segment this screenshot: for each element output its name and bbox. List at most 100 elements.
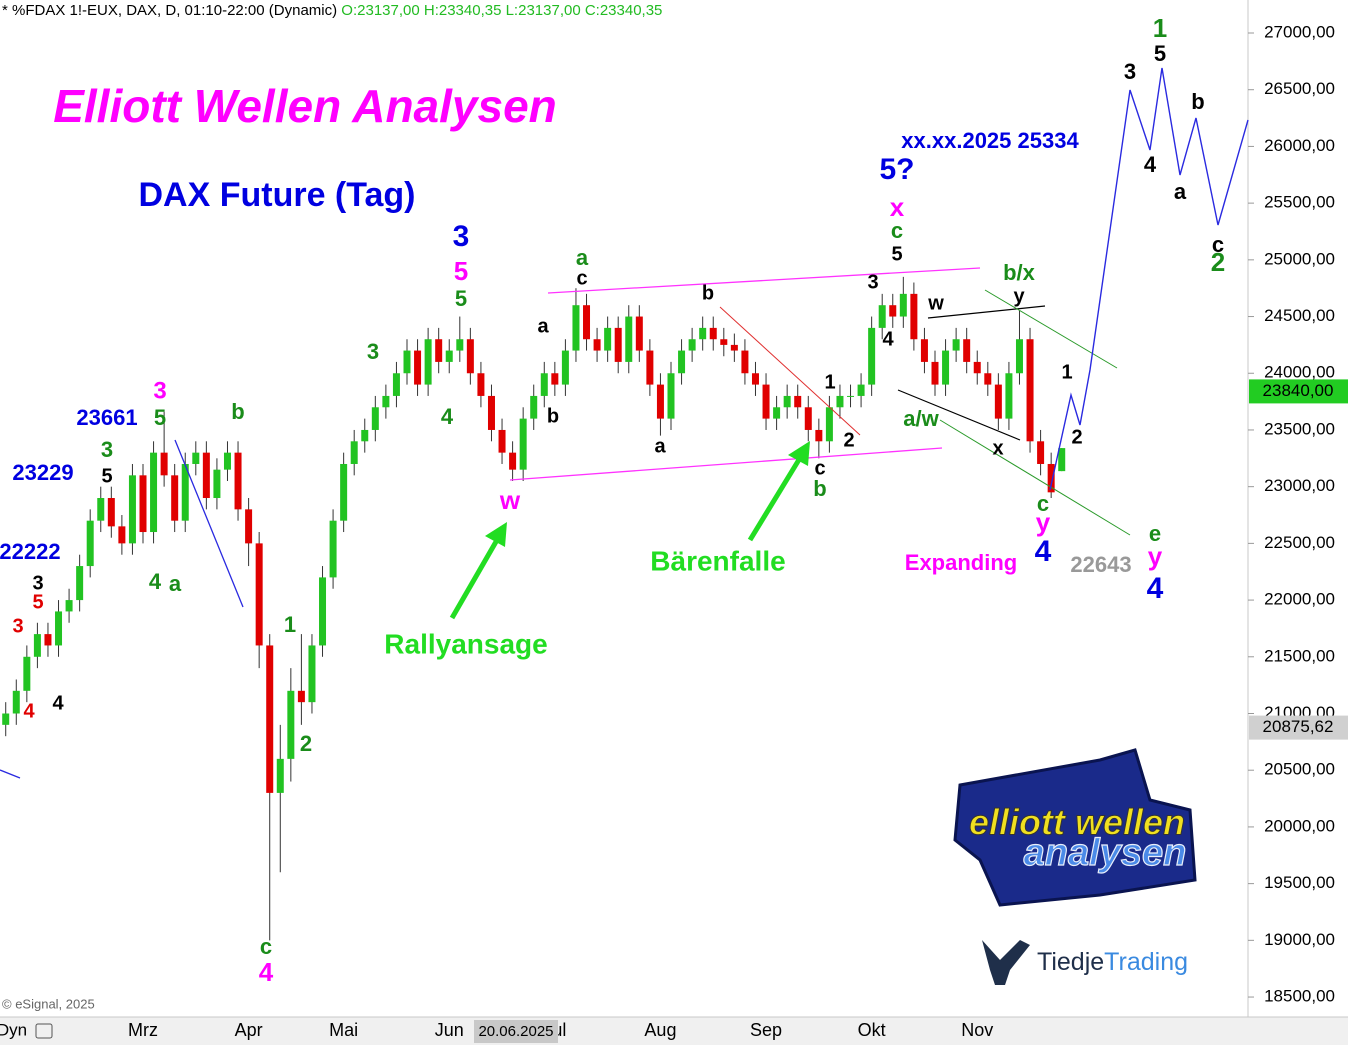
cursor-date-box bbox=[474, 1020, 558, 1043]
candle-body bbox=[720, 339, 728, 345]
wave-label: 3 bbox=[32, 572, 43, 594]
candle-body bbox=[509, 452, 517, 470]
wave-label: x bbox=[992, 437, 1003, 459]
wave-label: 2 bbox=[843, 429, 854, 451]
x-tick-label: Mai bbox=[329, 1020, 358, 1040]
wave-label: w bbox=[499, 485, 521, 515]
candle-body bbox=[847, 395, 855, 397]
candle-body bbox=[963, 339, 971, 362]
wave-label: c bbox=[260, 934, 272, 959]
wave-label: 5 bbox=[154, 405, 166, 430]
candles bbox=[2, 276, 1066, 941]
candle-body bbox=[751, 373, 759, 385]
wave-label: 2 bbox=[1071, 426, 1082, 448]
candle-body bbox=[635, 316, 643, 351]
candle-body bbox=[583, 305, 591, 340]
candle-body bbox=[86, 520, 94, 567]
wave-label: 4 bbox=[1035, 535, 1052, 568]
candle-body bbox=[424, 339, 432, 385]
wave-label: 22222 bbox=[0, 539, 61, 564]
candle-body bbox=[403, 350, 411, 374]
x-tick-label: Jun bbox=[435, 1020, 464, 1040]
candle-body bbox=[2, 713, 10, 725]
candle-body bbox=[76, 566, 84, 601]
candle-body bbox=[836, 395, 844, 408]
candle-body bbox=[1015, 339, 1023, 374]
wave-label: 3 bbox=[453, 220, 470, 253]
brand-part: Tiedje bbox=[1037, 948, 1104, 976]
candle-body bbox=[392, 373, 400, 396]
wave-label: 5 bbox=[32, 591, 43, 613]
price-marker-box bbox=[1249, 379, 1348, 404]
wave-label: b bbox=[702, 282, 714, 304]
candle-body bbox=[23, 656, 31, 691]
trendline bbox=[897, 389, 1021, 441]
brand-part: Trading bbox=[1104, 948, 1188, 976]
wave-label: 1 bbox=[1061, 361, 1072, 383]
candle-body bbox=[487, 395, 495, 430]
wave-label: 4 bbox=[52, 692, 64, 714]
y-tick-label: 22000,00 bbox=[1264, 590, 1335, 609]
candle-body bbox=[234, 452, 242, 510]
y-tick-label: 19500,00 bbox=[1264, 873, 1335, 892]
candle-body bbox=[730, 344, 738, 351]
brand-icon bbox=[982, 940, 1030, 985]
copyright: © eSignal, 2025 bbox=[2, 996, 95, 1011]
wave-label: 22643 bbox=[1070, 552, 1131, 577]
wave-label: 4 bbox=[23, 700, 35, 722]
brand: TiedjeTrading bbox=[1037, 948, 1188, 976]
candle-body bbox=[12, 690, 20, 714]
wave-label: 3 bbox=[1124, 59, 1136, 84]
wave-label: x bbox=[890, 192, 905, 222]
candle-body bbox=[44, 634, 52, 646]
candle-body bbox=[688, 339, 696, 351]
wave-label: 3 bbox=[153, 377, 166, 404]
wave-label: a/w bbox=[903, 406, 939, 431]
candle-body bbox=[223, 452, 231, 470]
axes: 18500,00 19000,00 19500,00 20000,00 20500,00… bbox=[128, 22, 1348, 1040]
candle-body bbox=[551, 373, 559, 385]
candle-body bbox=[604, 327, 612, 351]
header: * %FDAX 1!-EUX, DAX, D, 01:10-22:00 (Dyn… bbox=[2, 2, 662, 19]
logo-flag bbox=[953, 748, 1197, 907]
candle-body bbox=[561, 350, 569, 385]
candle-body bbox=[783, 395, 791, 408]
wave-label: c bbox=[576, 267, 587, 289]
trendline bbox=[984, 289, 1118, 369]
y-tick-label: 27000,00 bbox=[1264, 22, 1335, 41]
x-tick-label: Apr bbox=[235, 1020, 263, 1040]
candle-body bbox=[994, 384, 1002, 419]
candle-body bbox=[899, 293, 907, 317]
candle-body bbox=[825, 407, 833, 442]
candle-body bbox=[1005, 373, 1013, 419]
candle-body bbox=[297, 690, 305, 703]
candle-body bbox=[952, 339, 960, 351]
candle-body bbox=[139, 475, 147, 533]
y-tick-label: 24000,00 bbox=[1264, 363, 1335, 382]
arrows bbox=[449, 441, 810, 620]
wave-label: a bbox=[576, 245, 589, 270]
price-marker-box bbox=[1249, 715, 1348, 740]
wave-label: 5 bbox=[454, 256, 468, 286]
candle-body bbox=[1037, 441, 1045, 464]
candle-body bbox=[741, 350, 749, 374]
candle-body bbox=[308, 645, 316, 703]
candle-body bbox=[382, 395, 390, 408]
candle-body bbox=[181, 463, 189, 521]
x-tick-label: Mrz bbox=[128, 1020, 158, 1040]
candle-body bbox=[319, 577, 327, 646]
x-tick-label: Nov bbox=[961, 1020, 993, 1040]
candle-body bbox=[1026, 339, 1034, 442]
candle-body bbox=[445, 350, 453, 362]
wave-label: e bbox=[1149, 521, 1161, 546]
wave-label: Rallyansage bbox=[384, 628, 547, 659]
candle-body bbox=[414, 350, 422, 385]
candle-body bbox=[857, 384, 865, 396]
wave-label: y bbox=[1148, 541, 1163, 571]
candle-body bbox=[435, 339, 443, 362]
wave-label: 23661 bbox=[76, 405, 137, 430]
arrow-shaft bbox=[747, 456, 803, 542]
wave-label: b bbox=[547, 405, 559, 427]
x-tick-label: Okt bbox=[858, 1020, 886, 1040]
